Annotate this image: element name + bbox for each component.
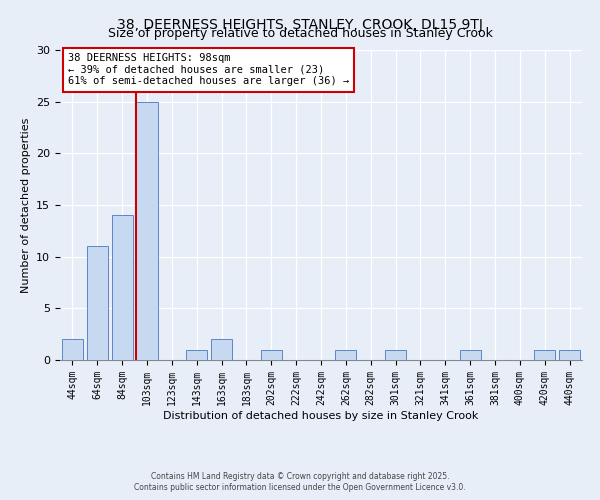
Bar <box>136 102 158 360</box>
Text: Contains HM Land Registry data © Crown copyright and database right 2025.
Contai: Contains HM Land Registry data © Crown c… <box>134 472 466 492</box>
Y-axis label: Number of detached properties: Number of detached properties <box>20 118 31 292</box>
Text: 38 DEERNESS HEIGHTS: 98sqm
← 39% of detached houses are smaller (23)
61% of semi: 38 DEERNESS HEIGHTS: 98sqm ← 39% of deta… <box>68 53 349 86</box>
Bar <box>385 350 406 360</box>
Bar <box>211 340 232 360</box>
Bar <box>559 350 580 360</box>
Bar <box>534 350 555 360</box>
Bar <box>460 350 481 360</box>
Text: 38, DEERNESS HEIGHTS, STANLEY, CROOK, DL15 9TJ: 38, DEERNESS HEIGHTS, STANLEY, CROOK, DL… <box>117 18 483 32</box>
Bar <box>186 350 207 360</box>
X-axis label: Distribution of detached houses by size in Stanley Crook: Distribution of detached houses by size … <box>163 410 479 420</box>
Bar <box>261 350 282 360</box>
Bar <box>87 246 108 360</box>
Bar <box>335 350 356 360</box>
Text: Size of property relative to detached houses in Stanley Crook: Size of property relative to detached ho… <box>107 28 493 40</box>
Bar <box>112 216 133 360</box>
Bar <box>62 340 83 360</box>
